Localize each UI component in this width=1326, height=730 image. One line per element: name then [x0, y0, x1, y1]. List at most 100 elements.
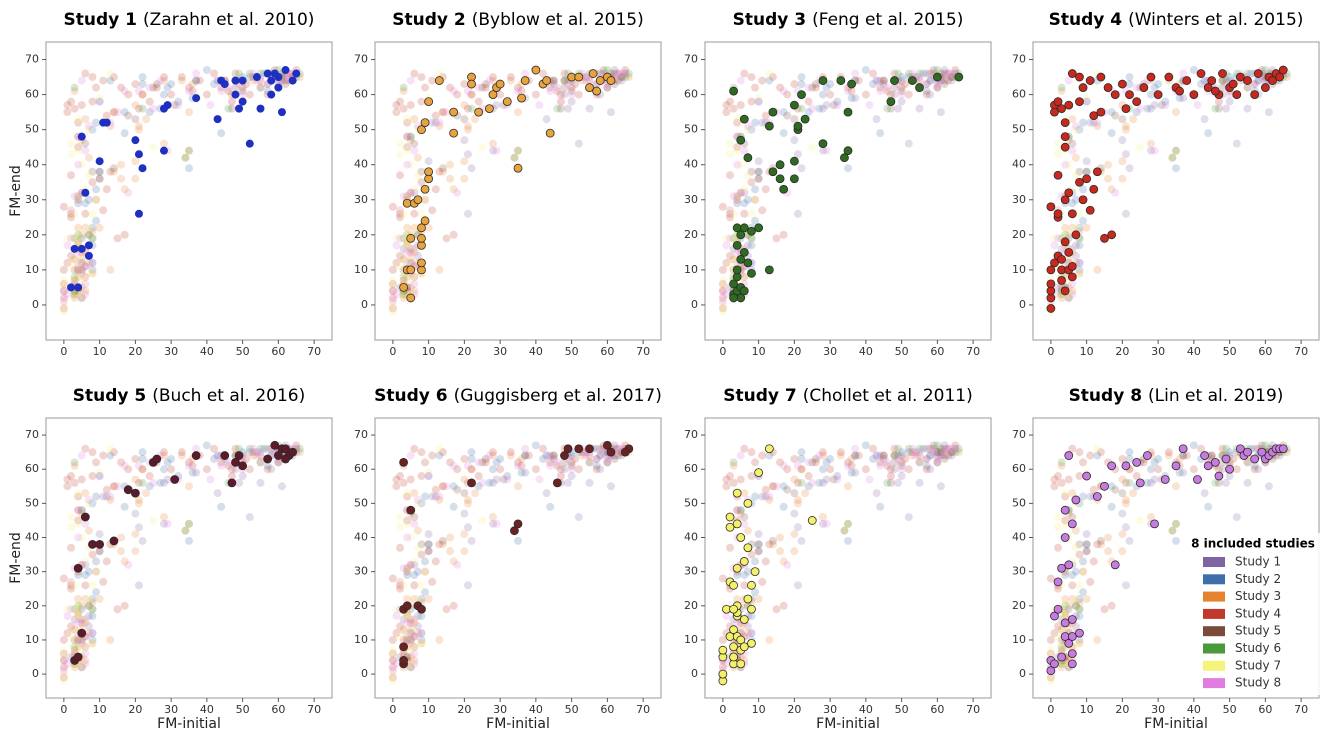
- x-tick-label: 40: [200, 703, 214, 716]
- background-point: [399, 290, 408, 299]
- background-point: [67, 577, 76, 586]
- background-point: [1172, 108, 1180, 117]
- background-point: [581, 451, 590, 460]
- study-point: [1189, 90, 1199, 99]
- background-point: [747, 234, 756, 243]
- background-point: [940, 448, 949, 457]
- study-point: [1060, 618, 1070, 628]
- background-point: [1121, 523, 1130, 532]
- background-point: [1146, 139, 1155, 148]
- background-point: [388, 297, 397, 306]
- background-point: [1082, 547, 1091, 556]
- background-point: [467, 90, 476, 99]
- y-tick-label: 10: [354, 263, 368, 276]
- study-point: [1060, 195, 1070, 205]
- background-point: [818, 451, 827, 460]
- study-point: [1089, 111, 1099, 121]
- background-point: [185, 146, 193, 155]
- background-point: [117, 547, 126, 556]
- study-point: [907, 76, 917, 85]
- background-point: [922, 465, 931, 474]
- study-point: [417, 604, 426, 614]
- background-point: [453, 485, 462, 494]
- x-tick-label: 50: [895, 345, 909, 358]
- background-point: [67, 209, 76, 218]
- background-point: [567, 83, 576, 92]
- background-point: [177, 448, 186, 457]
- background-point: [1211, 478, 1220, 487]
- background-point: [804, 472, 813, 481]
- y-tick-label: 40: [1012, 158, 1026, 171]
- background-point: [801, 489, 810, 498]
- background-point: [556, 90, 565, 99]
- background-point: [790, 454, 799, 463]
- legend-swatch: [1203, 678, 1225, 689]
- background-point: [424, 223, 433, 232]
- background-point: [1179, 69, 1188, 78]
- background-point: [63, 605, 72, 614]
- background-point: [1104, 533, 1113, 542]
- background-point: [159, 513, 168, 522]
- y-tick-label: 0: [1019, 298, 1026, 311]
- background-point: [1079, 588, 1088, 597]
- background-point: [747, 241, 756, 250]
- study-point: [270, 440, 280, 450]
- background-point: [277, 482, 286, 491]
- background-point: [754, 530, 763, 539]
- background-point: [109, 167, 118, 176]
- background-point: [403, 248, 412, 257]
- background-point: [92, 492, 101, 501]
- background-point: [84, 499, 93, 508]
- study-point: [1064, 638, 1074, 648]
- background-point: [63, 482, 72, 491]
- background-point: [747, 472, 756, 481]
- background-point: [84, 153, 93, 162]
- background-point: [406, 560, 415, 569]
- background-point: [1143, 478, 1152, 487]
- background-point: [74, 223, 83, 232]
- background-point: [1089, 557, 1098, 566]
- background-point: [403, 612, 412, 621]
- background-point: [403, 632, 412, 641]
- x-tick-label: 0: [719, 345, 726, 358]
- study-point: [620, 447, 630, 457]
- background-point: [733, 248, 742, 257]
- background-point: [783, 485, 792, 494]
- background-point: [74, 506, 83, 515]
- background-point: [138, 454, 147, 463]
- background-point: [549, 80, 558, 89]
- background-point: [894, 451, 903, 460]
- background-point: [1054, 543, 1063, 552]
- background-point: [281, 80, 290, 89]
- background-point: [1107, 129, 1116, 138]
- background-point: [1064, 601, 1073, 610]
- background-point: [1061, 223, 1070, 232]
- legend-swatch: [1203, 591, 1225, 602]
- background-point: [1175, 468, 1184, 477]
- background-point: [446, 458, 455, 467]
- y-tick-label: 70: [684, 53, 698, 66]
- background-point: [59, 676, 68, 685]
- study-point: [1085, 76, 1095, 85]
- background-point: [722, 659, 731, 668]
- background-point: [88, 605, 97, 614]
- background-point: [134, 122, 143, 131]
- background-point: [1189, 465, 1198, 474]
- background-point: [1243, 83, 1252, 92]
- study-point: [729, 86, 738, 96]
- background-point: [783, 90, 792, 99]
- x-tick-label: 30: [164, 345, 178, 358]
- study-point: [467, 478, 476, 488]
- background-point: [59, 663, 68, 672]
- background-point: [406, 629, 415, 638]
- y-tick-label: 20: [1012, 599, 1026, 612]
- background-point: [718, 635, 727, 644]
- background-point: [109, 164, 118, 173]
- background-point: [424, 472, 433, 481]
- background-point: [726, 251, 735, 260]
- background-point: [1054, 283, 1063, 292]
- background-point: [245, 465, 254, 474]
- background-point: [747, 612, 756, 621]
- background-point: [936, 451, 945, 460]
- background-point: [1118, 136, 1127, 145]
